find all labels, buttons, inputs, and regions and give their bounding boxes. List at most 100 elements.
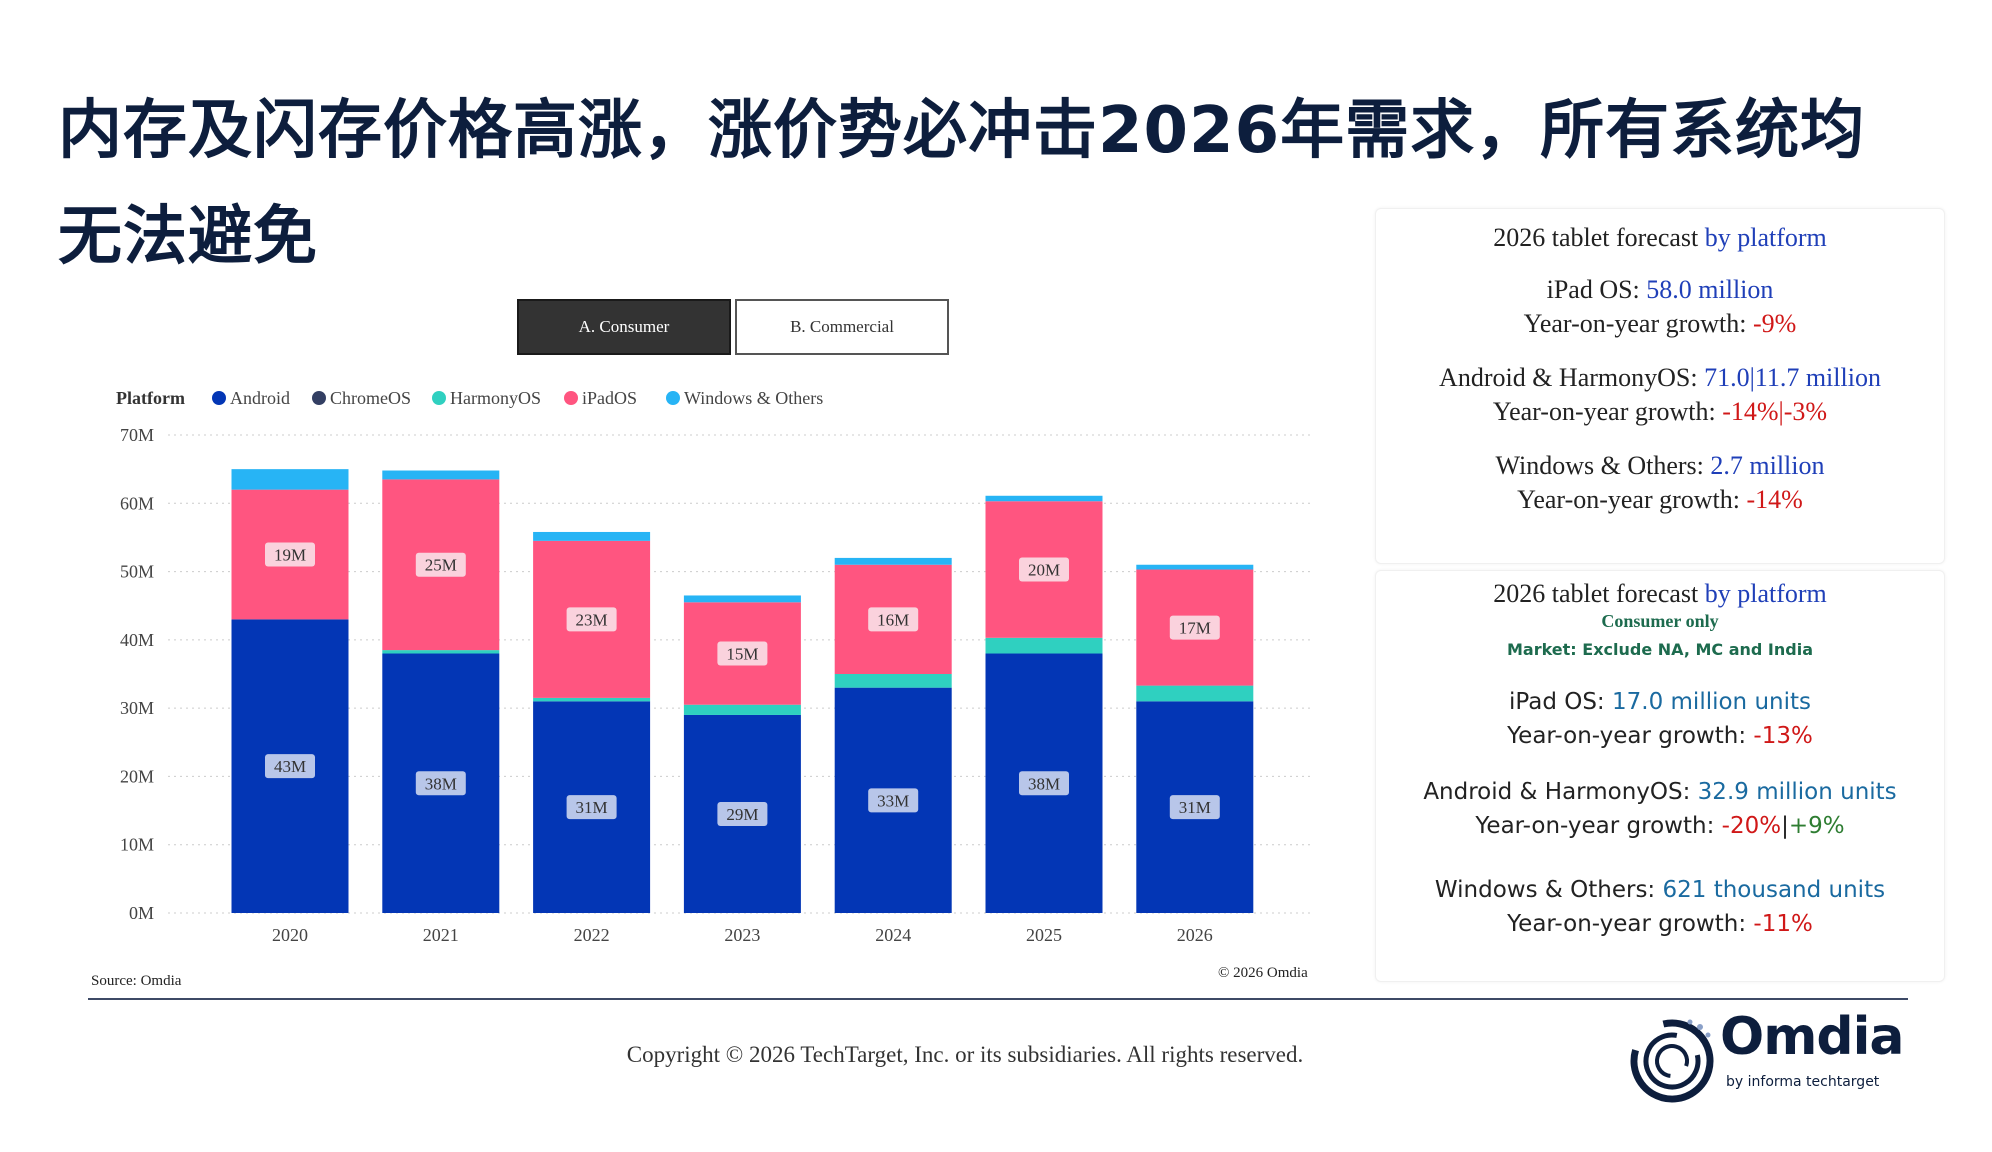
android-growth-decline: -20% (1721, 813, 1782, 839)
data-label-ipados-2024: 16M (877, 610, 909, 629)
bar-windows-2025 (985, 495, 1103, 502)
windows-label: Windows & Others: (1495, 451, 1711, 480)
ipad-value: 58.0 million (1646, 275, 1774, 304)
android-forecast: Android & HarmonyOS: 71.0|11.7 million Y… (1376, 361, 1944, 429)
y-tick-label: 40M (120, 630, 154, 650)
data-label-ipados-2023: 15M (726, 645, 758, 664)
windows-value: 2.7 million (1710, 451, 1825, 480)
omdia-logo-sub: by informa techtarget (1726, 1074, 1880, 1090)
data-label-ipados-2020: 19M (274, 546, 306, 565)
bar-harmonyos-2023 (683, 704, 801, 715)
forecast-panel-consumer: 2026 tablet forecast by platform Consume… (1375, 570, 1945, 982)
tab-commercial[interactable]: B. Commercial (735, 299, 949, 355)
data-label-bg (265, 542, 315, 567)
ipad-forecast: iPad OS: 58.0 million Year-on-year growt… (1376, 273, 1944, 341)
data-label-bg (566, 795, 617, 820)
panel-header-highlight: by platform (1704, 223, 1827, 252)
windows-growth-label: Year-on-year growth: (1507, 911, 1754, 937)
data-label-android-2023: 29M (726, 805, 758, 824)
data-label-android-2022: 31M (576, 798, 608, 817)
y-tick-label: 20M (120, 766, 154, 786)
data-label-bg (415, 771, 466, 796)
data-label-android-2026: 31M (1179, 798, 1211, 817)
y-tick-label: 10M (120, 835, 154, 855)
x-tick-label: 2026 (1177, 925, 1213, 945)
x-tick-label: 2021 (423, 925, 459, 945)
windows-forecast: Windows & Others: 621 thousand units Yea… (1376, 873, 1944, 941)
panel-header-text: 2026 tablet forecast (1493, 223, 1705, 252)
windows-growth: -14% (1746, 485, 1803, 514)
legend-title: Platform (116, 388, 185, 408)
legend-label-ipados: iPadOS (582, 388, 637, 408)
data-label-bg (1019, 771, 1069, 796)
chart-source: Source: Omdia (91, 973, 182, 989)
panel-header-text: 2026 tablet forecast (1493, 579, 1705, 608)
android-growth-increase: +9% (1788, 813, 1845, 839)
windows-forecast: Windows & Others: 2.7 million Year-on-ye… (1376, 449, 1944, 517)
windows-growth: -11% (1753, 911, 1813, 937)
page-title: 内存及闪存价格高涨，涨价势必冲击2026年需求，所有系统均无法避免 (58, 94, 1866, 274)
android-label: Android & HarmonyOS: (1439, 363, 1705, 392)
legend-marker-ipados (564, 391, 578, 405)
x-tick-label: 2024 (875, 925, 911, 945)
data-label-bg (566, 607, 617, 632)
android-growth-label: Year-on-year growth: (1475, 813, 1722, 839)
android-growth-label: Year-on-year growth: (1492, 397, 1723, 426)
x-tick-label: 2025 (1026, 925, 1062, 945)
ipad-growth-label: Year-on-year growth: (1507, 723, 1754, 749)
data-label-bg (717, 801, 768, 826)
y-tick-label: 0M (129, 903, 154, 923)
legend-marker-android (212, 391, 226, 405)
ipad-growth: -13% (1753, 723, 1813, 749)
bar-harmonyos-2026 (1136, 685, 1254, 702)
data-label-ipados-2021: 25M (425, 556, 457, 575)
panel-header: 2026 tablet forecast by platform (1376, 579, 1944, 609)
consumer-only-note: Consumer only (1601, 611, 1719, 631)
omdia-logo: Omdia by informa techtarget (1626, 1007, 1906, 1105)
data-label-bg (415, 552, 466, 577)
data-label-bg (1019, 557, 1069, 582)
x-tick-label: 2020 (272, 925, 308, 945)
data-label-bg (868, 788, 919, 813)
bar-windows-2023 (683, 595, 801, 603)
tab-consumer[interactable]: A. Consumer (517, 299, 731, 355)
data-label-ipados-2026: 17M (1179, 619, 1211, 638)
ipad-label: iPad OS: (1546, 275, 1647, 304)
data-label-ipados-2025: 20M (1028, 561, 1060, 580)
data-label-ipados-2022: 23M (576, 610, 608, 629)
data-label-bg (868, 607, 919, 632)
ipad-label: iPad OS: (1509, 689, 1612, 715)
windows-growth-label: Year-on-year growth: (1517, 485, 1747, 514)
bar-harmonyos-2024 (834, 674, 952, 688)
panel-header-highlight: by platform (1704, 579, 1827, 608)
market-note: Market: Exclude NA, MC and India (1506, 640, 1813, 659)
segment-tabs: A. Consumer B. Commercial (517, 299, 949, 355)
ipad-forecast: iPad OS: 17.0 million units Year-on-year… (1376, 685, 1944, 753)
bar-windows-2024 (834, 557, 952, 565)
x-tick-label: 2023 (724, 925, 760, 945)
y-tick-label: 50M (120, 562, 154, 582)
windows-label: Windows & Others: (1434, 877, 1663, 903)
legend-label-windows: Windows & Others (684, 388, 823, 408)
ipad-growth-label: Year-on-year growth: (1523, 309, 1753, 338)
legend-label-harmonyos: HarmonyOS (450, 388, 541, 408)
data-label-android-2025: 38M (1028, 774, 1060, 793)
omdia-logo-word: Omdia (1720, 1007, 1905, 1067)
android-growth: -14%|-3% (1722, 397, 1828, 426)
bar-harmonyos-2021 (382, 650, 500, 654)
bar-harmonyos-2025 (985, 637, 1103, 654)
android-value: 71.0|11.7 million (1704, 363, 1881, 392)
data-label-android-2020: 43M (274, 757, 306, 776)
windows-value: 621 thousand units (1662, 877, 1886, 903)
panel-header: 2026 tablet forecast by platform (1376, 223, 1944, 253)
data-label-bg (265, 754, 315, 779)
chart-copyright: © 2026 Omdia (1218, 965, 1308, 981)
android-growth-separator: | (1781, 813, 1789, 839)
legend-marker-windows (666, 391, 680, 405)
bar-windows-2020 (231, 469, 349, 490)
footer-copyright: Copyright © 2026 TechTarget, Inc. or its… (626, 1042, 1304, 1067)
y-tick-label: 70M (120, 425, 154, 445)
bar-harmonyos-2022 (533, 697, 651, 702)
stacked-bar-chart: Platform Android ChromeOS HarmonyOS iPadOS Wi… (116, 388, 1313, 945)
android-forecast: Android & HarmonyOS: 32.9 million units … (1376, 775, 1944, 843)
